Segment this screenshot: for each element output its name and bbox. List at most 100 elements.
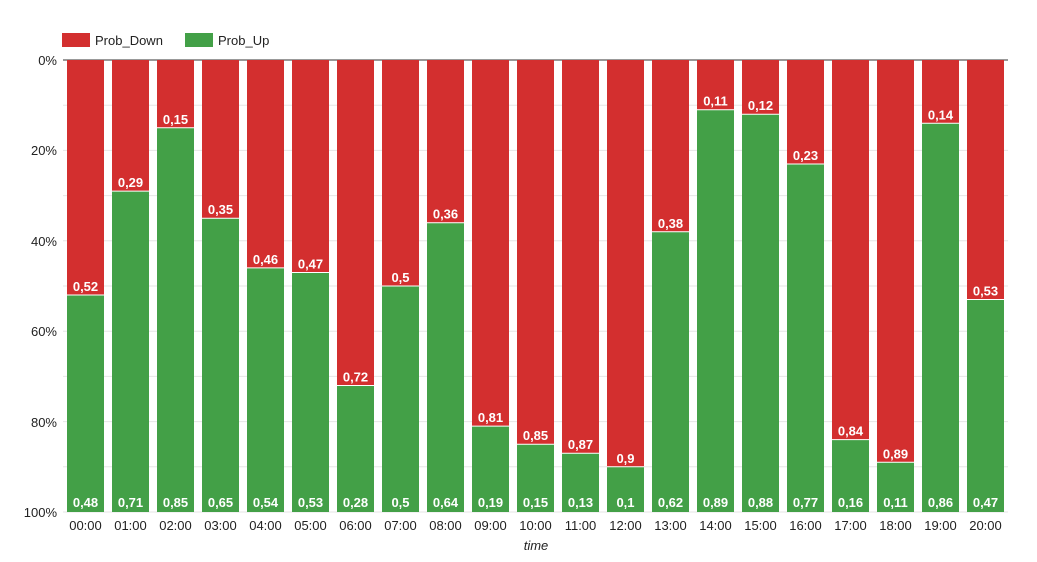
bar-prob-up[interactable] [337, 385, 374, 512]
bar-group-0700: 0,5 0,5 [382, 60, 419, 512]
bar-prob-up[interactable] [922, 123, 959, 512]
bar-prob-up[interactable] [292, 272, 329, 512]
data-label-prob-up: 0,1 [616, 495, 634, 510]
x-tick-label: 10:00 [519, 518, 552, 533]
data-label-prob-up: 0,11 [883, 495, 908, 510]
bar-prob-down[interactable] [157, 60, 194, 128]
bar-prob-up[interactable] [247, 267, 284, 512]
bar-group-1200: 0,9 0,1 [607, 60, 644, 512]
data-label-prob-up: 0,71 [118, 495, 143, 510]
bar-prob-up[interactable] [652, 231, 689, 512]
bar-prob-up[interactable] [517, 444, 554, 512]
bar-prob-up[interactable] [607, 466, 644, 512]
data-label-prob-up: 0,19 [478, 495, 503, 510]
bar-group-1900: 0,14 0,86 [922, 60, 959, 512]
bar-group-1400: 0,11 0,89 [697, 60, 734, 512]
data-label-prob-up: 0,54 [253, 495, 279, 510]
bar-prob-up[interactable] [832, 439, 869, 512]
x-tick-label: 05:00 [294, 518, 327, 533]
legend-item-prob-up[interactable]: Prob_Up [185, 33, 269, 48]
y-tick-label: 60% [31, 324, 57, 339]
data-label-prob-down: 0,35 [208, 202, 233, 217]
data-label-prob-up: 0,77 [793, 495, 818, 510]
legend-swatch-prob-down [62, 33, 90, 47]
bar-prob-up[interactable] [157, 127, 194, 513]
legend-swatch-prob-up [185, 33, 213, 47]
bar-prob-up[interactable] [67, 295, 104, 512]
bar-prob-down[interactable] [472, 60, 509, 427]
bar-prob-down[interactable] [787, 60, 824, 164]
bar-group-0000: 0,52 0,48 [67, 60, 104, 512]
data-label-prob-down: 0,9 [616, 451, 634, 466]
bar-group-1300: 0,38 0,62 [652, 60, 689, 512]
bar-prob-down[interactable] [877, 60, 914, 463]
bar-prob-up[interactable] [697, 109, 734, 512]
data-label-prob-up: 0,48 [73, 495, 98, 510]
bar-prob-up[interactable] [742, 114, 779, 513]
bar-prob-down[interactable] [382, 60, 419, 286]
bar-prob-up[interactable] [562, 453, 599, 512]
data-label-prob-up: 0,86 [928, 495, 953, 510]
bar-prob-up[interactable] [202, 218, 239, 512]
legend-item-prob-down[interactable]: Prob_Down [62, 33, 163, 48]
data-label-prob-down: 0,5 [391, 270, 409, 285]
bar-prob-down[interactable] [922, 60, 959, 124]
bar-prob-down[interactable] [112, 60, 149, 192]
data-label-prob-down: 0,11 [703, 94, 728, 109]
data-label-prob-down: 0,72 [343, 369, 368, 384]
data-label-prob-up: 0,89 [703, 495, 728, 510]
data-label-prob-up: 0,65 [208, 495, 233, 510]
bar-prob-up[interactable] [967, 299, 1004, 512]
bar-group-1800: 0,89 0,11 [877, 60, 914, 512]
bar-prob-down[interactable] [562, 60, 599, 454]
bar-prob-down[interactable] [607, 60, 644, 467]
bar-prob-down[interactable] [427, 60, 464, 223]
x-tick-label: 09:00 [474, 518, 507, 533]
data-label-prob-up: 0,62 [658, 495, 683, 510]
x-axis: 00:00 01:00 02:00 03:00 04:00 05:00 06:00 07:00… [69, 518, 1002, 533]
bar-prob-down[interactable] [652, 60, 689, 232]
x-tick-label: 11:00 [565, 518, 597, 533]
bar-prob-up[interactable] [382, 286, 419, 512]
bar-prob-down[interactable] [337, 60, 374, 386]
data-label-prob-down: 0,15 [163, 112, 188, 127]
data-label-prob-down: 0,85 [523, 428, 548, 443]
data-label-prob-down: 0,46 [253, 252, 278, 267]
y-axis: 0% 20% 40% 60% 80% 100% [24, 53, 58, 520]
bar-prob-up[interactable] [877, 462, 914, 512]
bar-prob-down[interactable] [517, 60, 554, 445]
bar-prob-up[interactable] [112, 191, 149, 512]
data-label-prob-down: 0,12 [748, 98, 773, 113]
x-tick-label: 08:00 [429, 518, 462, 533]
x-tick-label: 13:00 [654, 518, 687, 533]
bar-prob-down[interactable] [67, 60, 104, 296]
bar-prob-down[interactable] [832, 60, 869, 440]
x-tick-label: 16:00 [789, 518, 822, 533]
data-label-prob-down: 0,23 [793, 148, 818, 163]
bar-prob-up[interactable] [787, 163, 824, 512]
bar-prob-down[interactable] [202, 60, 239, 219]
bar-prob-down[interactable] [292, 60, 329, 273]
x-tick-label: 19:00 [924, 518, 957, 533]
bar-prob-down[interactable] [697, 60, 734, 110]
bar-group-0100: 0,29 0,71 [112, 60, 149, 512]
x-tick-label: 06:00 [339, 518, 372, 533]
data-label-prob-down: 0,84 [838, 424, 864, 439]
bar-group-1700: 0,84 0,16 [832, 60, 869, 512]
data-label-prob-up: 0,64 [433, 495, 459, 510]
bar-group-2000: 0,53 0,47 [967, 60, 1004, 512]
bar-group-1000: 0,85 0,15 [517, 60, 554, 512]
data-label-prob-up: 0,85 [163, 495, 188, 510]
bar-prob-up[interactable] [427, 222, 464, 512]
bar-prob-down[interactable] [742, 60, 779, 115]
x-tick-label: 07:00 [384, 518, 417, 533]
x-tick-label: 14:00 [699, 518, 732, 533]
x-tick-label: 17:00 [834, 518, 867, 533]
bar-prob-down[interactable] [967, 60, 1004, 300]
legend-label-prob-up: Prob_Up [218, 33, 269, 48]
bar-prob-down[interactable] [247, 60, 284, 268]
data-label-prob-down: 0,87 [568, 437, 593, 452]
bar-prob-up[interactable] [472, 426, 509, 512]
bars: 0,52 0,48 0,29 0,71 0,15 0,85 0,35 0,65 0,46 0,54… [67, 60, 1004, 513]
